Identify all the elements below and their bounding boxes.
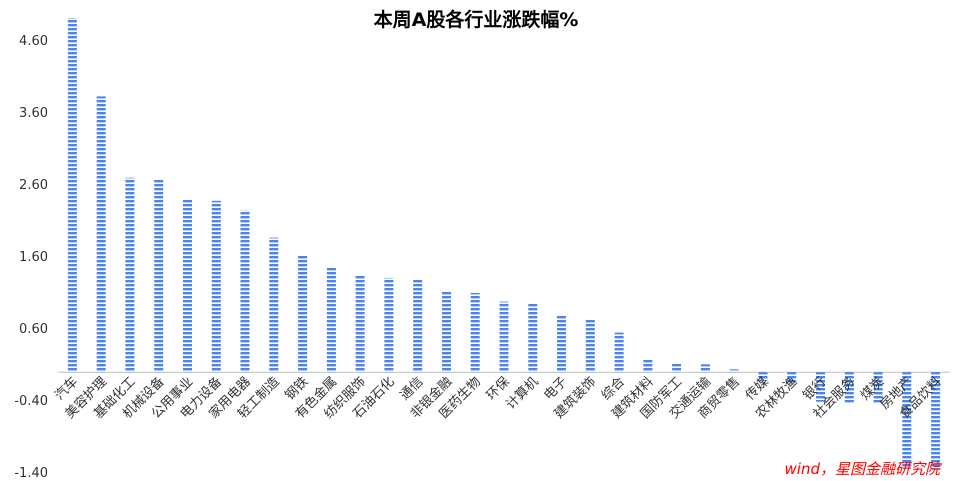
chart-title: 本周A股各行业涨跌幅%: [374, 8, 579, 31]
y-axis: 4.60 3.60 2.60 1.60 0.60 -0.40 -1.40: [14, 34, 48, 481]
y-tick-label: 4.60: [19, 34, 48, 49]
y-tick-label: -1.40: [14, 466, 48, 481]
bar: [442, 290, 451, 373]
bar: [326, 267, 336, 373]
bar: [816, 372, 825, 402]
bar: [67, 18, 77, 373]
bars: [67, 18, 941, 469]
bar: [643, 359, 653, 373]
y-tick-label: 2.60: [19, 178, 48, 193]
bar: [355, 275, 365, 373]
bar: [873, 372, 883, 404]
y-tick-label: 3.60: [19, 106, 48, 121]
x-tick-label: 计算机: [503, 374, 541, 412]
bar: [672, 363, 682, 373]
bar: [183, 198, 192, 373]
bar: [211, 200, 221, 373]
source-label: wind，星图金融研究院: [785, 460, 942, 478]
bar: [902, 372, 912, 468]
bar: [787, 372, 797, 385]
bar: [844, 372, 854, 403]
bar: [384, 277, 394, 373]
y-tick-label: 0.60: [19, 322, 48, 337]
bar: [499, 301, 509, 373]
bar: [758, 372, 768, 381]
y-tick-label: -0.40: [14, 394, 48, 409]
bar: [470, 293, 480, 373]
bar: [614, 332, 624, 373]
bar: [96, 96, 106, 373]
bar: [269, 237, 279, 373]
bar: [557, 314, 566, 373]
bar: [298, 255, 308, 373]
bar: [240, 210, 250, 373]
bar: [413, 279, 423, 373]
bar: [729, 369, 739, 373]
bar: [585, 318, 595, 373]
bar: [154, 178, 164, 373]
bar: [125, 177, 135, 373]
bar: [931, 372, 941, 469]
bar: [528, 303, 538, 373]
bar: [700, 364, 710, 373]
y-tick-label: 1.60: [19, 250, 48, 265]
